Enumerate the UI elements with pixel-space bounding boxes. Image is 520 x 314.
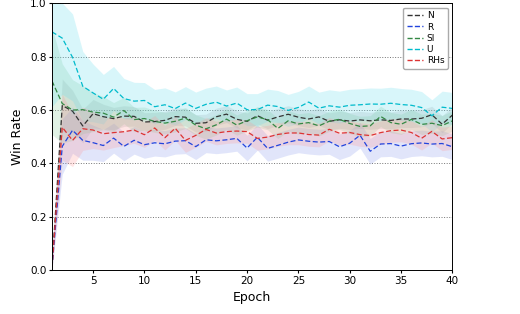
Y-axis label: Win Rate: Win Rate bbox=[11, 108, 24, 165]
Legend: N, R, SI, U, RHs: N, R, SI, U, RHs bbox=[403, 8, 448, 69]
X-axis label: Epoch: Epoch bbox=[233, 291, 271, 304]
